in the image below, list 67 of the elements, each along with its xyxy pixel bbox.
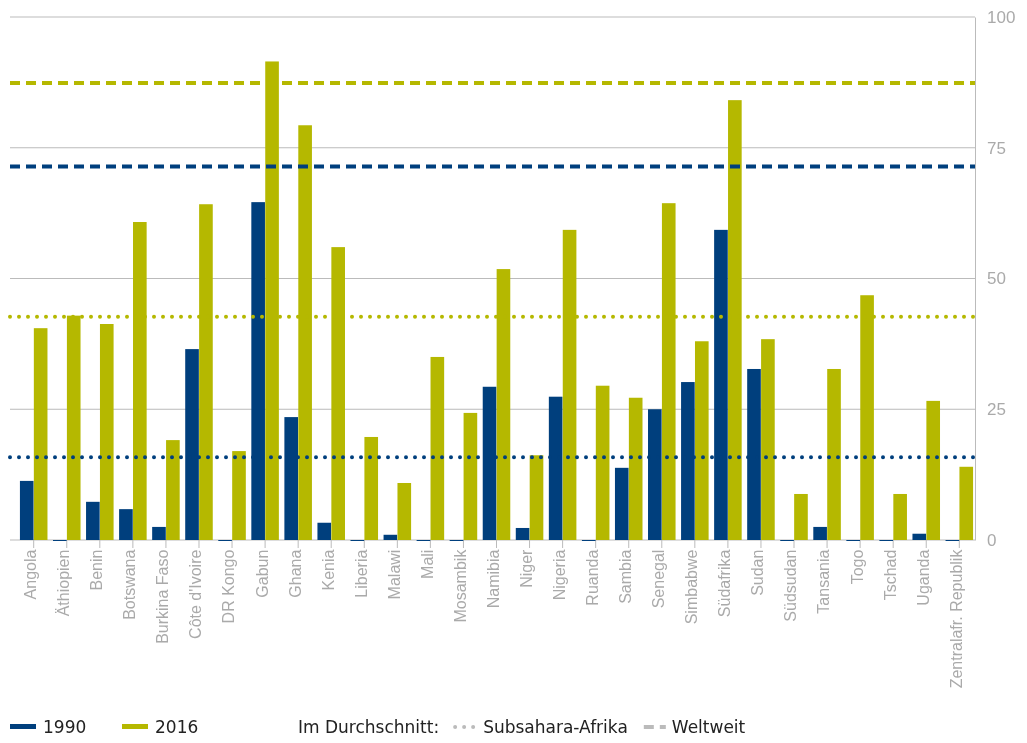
bar xyxy=(912,533,927,540)
x-tick-label: Senegal xyxy=(650,549,668,609)
x-tick-label: Südafrika xyxy=(716,549,734,618)
x-tick-label: Malawi xyxy=(385,549,403,600)
x-tick-label: Côte d'Ivoire xyxy=(187,549,205,639)
bar xyxy=(794,493,808,540)
x-tick-label: Benin xyxy=(88,549,106,591)
bar xyxy=(383,534,398,540)
legend-label: 1990 xyxy=(43,717,87,737)
x-tick-label: Uganda xyxy=(914,549,932,606)
x-tick-label: Niger xyxy=(517,548,535,588)
x-tick-label: Mosambik xyxy=(451,548,469,623)
bar xyxy=(152,526,166,540)
bar xyxy=(926,400,941,540)
bar xyxy=(119,509,133,540)
bar xyxy=(515,527,530,540)
x-tick-label: Ghana xyxy=(286,549,304,598)
bar xyxy=(893,493,907,540)
x-tick-label: Mali xyxy=(418,549,436,579)
x-tick-label: Liberia xyxy=(352,549,370,598)
bar xyxy=(166,440,180,540)
x-tick-label: Kenia xyxy=(319,549,337,591)
y-tick-label: 100 xyxy=(987,7,1016,27)
x-tick-label: Tschad xyxy=(881,549,899,601)
bar xyxy=(19,480,34,540)
bar xyxy=(364,436,379,540)
bar xyxy=(827,368,841,540)
bar xyxy=(694,341,709,540)
x-tick-label: Gabun xyxy=(253,549,271,598)
bar xyxy=(595,385,610,540)
text: Subsahara-Afrika xyxy=(483,717,628,737)
text: Im Durchschnitt: xyxy=(298,717,440,737)
y-tick-label: 75 xyxy=(987,138,1006,158)
bar xyxy=(232,451,246,540)
legend-label: 2016 xyxy=(155,717,199,737)
bar xyxy=(529,455,544,540)
x-tick-label: Togo xyxy=(848,549,866,585)
y-tick-label: 50 xyxy=(987,269,1006,289)
y-tick-label: 0 xyxy=(987,530,997,550)
x-tick-label: Simbabwe xyxy=(683,549,701,625)
x-tick-label: Tansania xyxy=(815,549,833,614)
bar xyxy=(430,356,445,540)
x-tick-label: Botswana xyxy=(121,549,139,620)
x-tick-label: Nigeria xyxy=(551,549,569,601)
x-tick-label: Zentralafr. Republik xyxy=(947,548,965,689)
x-tick-label: Namibia xyxy=(484,549,502,609)
bar xyxy=(86,501,100,540)
bar xyxy=(463,412,478,540)
bar xyxy=(959,466,974,540)
bar xyxy=(317,522,332,540)
x-tick-label: Angola xyxy=(22,549,40,600)
x-tick-label: Äthiopien xyxy=(55,549,73,617)
bar xyxy=(614,467,629,540)
x-tick-label: Burkina Faso xyxy=(154,549,172,644)
text: Weltweit xyxy=(671,717,746,737)
bar xyxy=(397,482,412,540)
x-tick-label: Ruanda xyxy=(584,549,602,606)
bar xyxy=(628,397,643,540)
bar xyxy=(761,339,775,540)
bar xyxy=(813,526,827,540)
x-tick-label: Sambia xyxy=(617,549,635,604)
bar xyxy=(33,328,48,540)
y-tick-label: 25 xyxy=(987,400,1006,420)
x-tick-label: Sudan xyxy=(749,549,767,596)
bar xyxy=(99,324,114,540)
x-tick-label: DR Kongo xyxy=(220,549,238,624)
x-tick-label: Südsudan xyxy=(782,549,800,622)
